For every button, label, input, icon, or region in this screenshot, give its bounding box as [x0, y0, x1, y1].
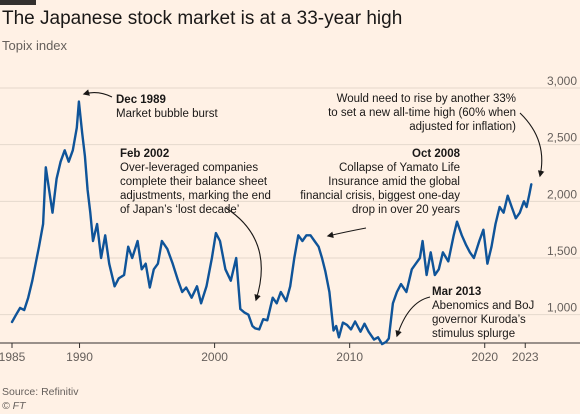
annotation-text: drop in over 20 years: [352, 204, 460, 216]
x-tick-label: 1990: [66, 350, 93, 364]
annotation: Oct 2008 Collapse of Yamato Life Insurance…: [300, 148, 461, 239]
annotation-text: Would need to rise by another 33%: [337, 93, 516, 105]
y-tick-label: 2,500: [547, 131, 577, 145]
x-tick-label: 2000: [201, 350, 228, 364]
credit-note: © FT: [2, 400, 26, 412]
topix-series-line: [10, 100, 533, 346]
annotation-arrow: [519, 112, 545, 178]
annotation-text: Abenomics and BoJ: [432, 300, 534, 312]
annotation: Mar 2013 Abenomics and BoJ governor Kuroda…: [395, 286, 534, 340]
annotation-date: Mar 2013: [432, 286, 481, 298]
annotation-date: Feb 2002: [120, 148, 169, 160]
x-tick-label: 2020: [471, 350, 498, 364]
annotation-arrow: [82, 89, 113, 98]
x-tick-label: 1985: [0, 350, 26, 364]
annotation-text: financial crisis, biggest one-day: [300, 190, 460, 202]
gridlines: [0, 87, 580, 316]
y-tick-label: 2,000: [547, 187, 577, 201]
annotation-text: Collapse of Yamato Life: [339, 162, 460, 174]
x-tick-label: 2023: [512, 350, 539, 364]
annotation-date: Oct 2008: [412, 148, 461, 160]
annotation-text: adjustments, marking the end: [120, 190, 271, 202]
annotation-text: stimulus splurge: [432, 328, 515, 340]
annotation-text: adjusted for inflation): [409, 121, 516, 133]
x-axis-ticks: 1985 1990 2000 2010 2020 2023: [0, 343, 539, 364]
annotation-text: Over-leveraged companies: [120, 162, 258, 174]
annotation-date: Dec 1989: [116, 94, 166, 106]
annotation-text: of Japan’s ‘lost decade’: [120, 204, 239, 216]
annotation-text: to set a new all-time high (60% when: [328, 107, 516, 119]
annotation-text: complete their balance sheet: [120, 176, 268, 188]
ft-top-accent-bar: [0, 0, 36, 5]
y-tick-label: 3,000: [547, 74, 577, 88]
y-axis-ticks: 1,000 1,500 2,000 2,500 3,000: [547, 74, 577, 315]
x-tick-label: 2010: [336, 350, 363, 364]
source-note: Source: Refinitiv: [2, 386, 79, 398]
chart-subtitle: Topix index: [2, 38, 68, 53]
annotation: Dec 1989 Market bubble burst: [82, 89, 218, 120]
annotation-text: Insurance amid the global: [328, 176, 460, 188]
annotation-text: Market bubble burst: [116, 108, 218, 120]
annotation-arrow: [225, 207, 262, 302]
annotation: Would need to rise by another 33% to set …: [328, 93, 545, 178]
annotation-arrow: [395, 296, 431, 338]
y-tick-label: 1,000: [547, 301, 577, 315]
y-tick-label: 1,500: [547, 244, 577, 258]
annotation: Feb 2002 Over-leveraged companies complete…: [120, 148, 271, 302]
annotation-arrow: [326, 227, 367, 239]
annotations: Dec 1989 Market bubble burst Feb 2002 Over-…: [82, 89, 545, 340]
chart-title: The Japanese stock market is at a 33-yea…: [2, 8, 403, 29]
annotation-text: governor Kuroda’s: [432, 314, 526, 326]
